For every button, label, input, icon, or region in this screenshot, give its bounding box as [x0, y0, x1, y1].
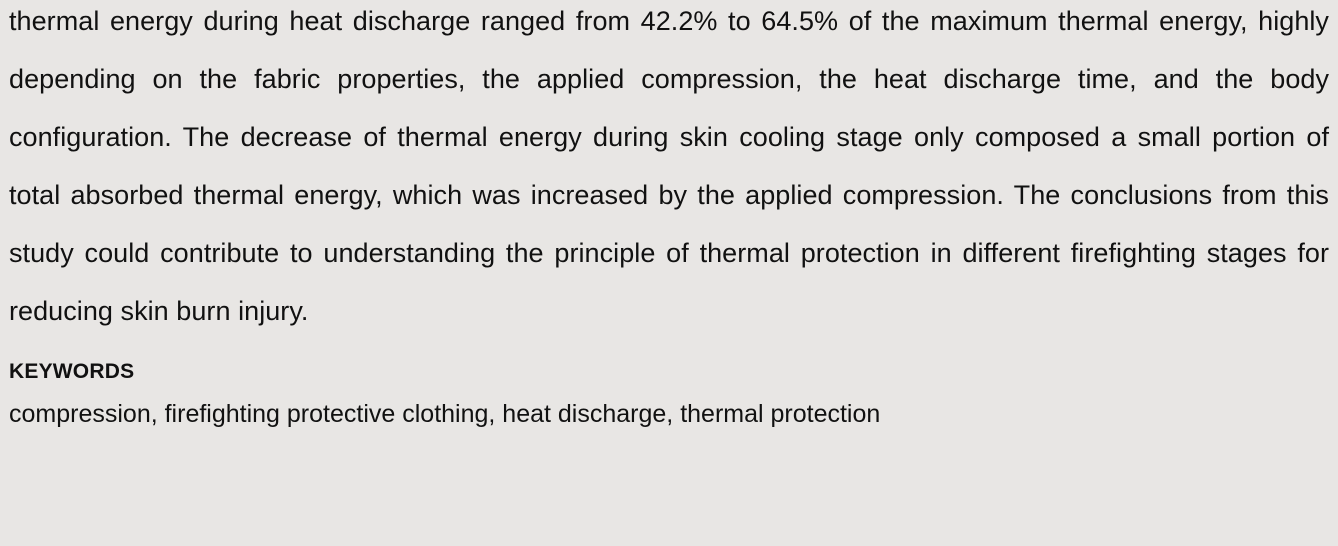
abstract-paragraph: thermal energy during heat discharge ran… — [9, 6, 1329, 326]
keywords-heading: KEYWORDS — [9, 360, 135, 383]
keywords-list: compression, firefighting protective clo… — [9, 400, 881, 428]
